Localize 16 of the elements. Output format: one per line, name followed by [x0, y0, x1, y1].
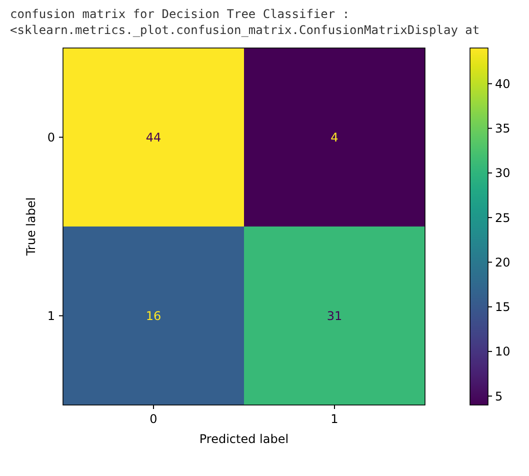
color-bar-label: 30	[495, 166, 510, 180]
data-label: 4	[330, 130, 338, 144]
chart-subtitle: <sklearn.metrics._plot.confusion_matrix.ConfusionMatrixDisplay at	[10, 23, 480, 37]
data-label: 31	[326, 308, 342, 323]
data-label: 16	[146, 308, 162, 323]
x-axis-title: Predicted label	[199, 432, 289, 446]
y-axis-title: True label	[24, 197, 38, 257]
color-bar-label: 5	[495, 389, 503, 404]
chart-title: confusion matrix for Decision Tree Classifier :	[10, 7, 350, 21]
color-bar-label: 40	[495, 76, 510, 91]
color-bar-label: 10	[495, 344, 510, 359]
data-label: 44	[146, 130, 162, 144]
color-bar-label: 20	[495, 255, 510, 270]
color-bar-label: 25	[495, 210, 510, 225]
color-bar-label: 15	[495, 300, 510, 314]
color-bar-label: 35	[495, 122, 510, 136]
